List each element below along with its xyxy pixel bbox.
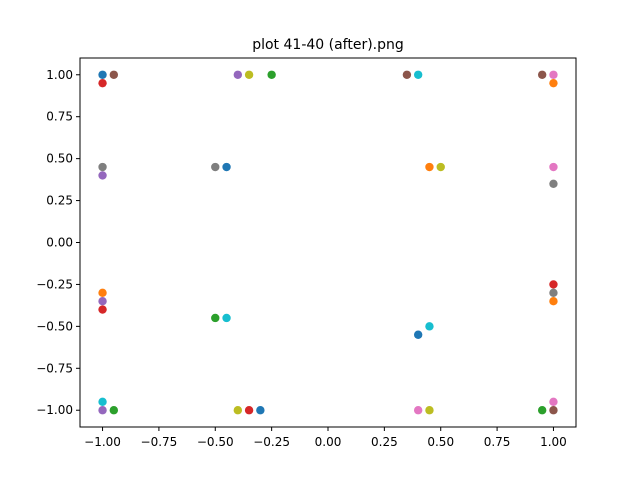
scatter-point (549, 70, 558, 79)
scatter-point (425, 162, 434, 172)
scatter-point (256, 406, 265, 415)
scatter-point (244, 406, 254, 415)
scatter-point (549, 280, 558, 289)
y-tick-label: 0.00 (46, 236, 73, 250)
scatter-point (413, 330, 423, 339)
scatter-point (98, 397, 107, 407)
scatter-point (98, 70, 107, 79)
y-tick-label: −1.00 (36, 403, 73, 417)
scatter-point (537, 406, 547, 415)
scatter-point (244, 70, 254, 79)
y-tick-label: 1.00 (46, 68, 73, 82)
x-tick-label: 0.50 (427, 435, 454, 449)
scatter-point (549, 406, 558, 415)
scatter-point (413, 406, 423, 415)
scatter-point (549, 162, 558, 172)
scatter-point (402, 70, 412, 79)
scatter-point (109, 406, 119, 415)
x-tick-label: 0.25 (371, 435, 398, 449)
y-tick-label: −0.25 (36, 277, 73, 291)
x-axis-ticks: −1.00 −0.75 −0.50 −0.25 0.00 0.25 0.50 0.75 1.00 (84, 427, 567, 449)
scatter-point (233, 70, 243, 79)
scatter-point (436, 162, 445, 172)
x-tick-label: −1.00 (84, 435, 121, 449)
scatter-point (549, 297, 558, 306)
scatter-point (233, 406, 243, 415)
scatter-point (537, 70, 547, 79)
scatter-point (413, 70, 423, 79)
plot-area-frame (79, 57, 577, 428)
y-tick-label: −0.50 (36, 319, 73, 333)
y-tick-label: 0.25 (46, 194, 73, 208)
scatter-point (549, 397, 558, 407)
y-tick-label: 0.75 (46, 110, 73, 124)
scatter-point (267, 70, 276, 79)
scatter-point (211, 162, 220, 172)
scatter-point (98, 162, 107, 172)
x-tick-label: 0.75 (484, 435, 511, 449)
chart-title: plot 41-40 (after).png (252, 37, 404, 53)
x-tick-label: −0.75 (141, 435, 178, 449)
scatter-point (98, 288, 107, 298)
x-tick-label: 1.00 (540, 435, 567, 449)
scatter-point (222, 162, 231, 172)
y-tick-label: −0.75 (36, 361, 73, 375)
scatter-point (98, 297, 107, 306)
x-tick-label: −0.25 (253, 435, 290, 449)
x-tick-label: −0.50 (197, 435, 234, 449)
scatter-point (98, 78, 107, 88)
scatter-point (109, 70, 119, 79)
scatter-point (425, 322, 434, 331)
scatter-point (222, 313, 231, 323)
x-tick-label: 0.00 (315, 435, 342, 449)
scatter-point (425, 406, 434, 415)
scatter-point (549, 78, 558, 88)
scatter-point (211, 313, 220, 323)
y-axis-ticks: 1.00 0.75 0.50 0.25 0.00 −0.25 −0.50 −0.75 −1.00 (36, 68, 80, 417)
scatter-point (98, 406, 107, 415)
points-layer (98, 70, 558, 415)
scatter-point (549, 179, 558, 188)
scatter-point (98, 171, 107, 180)
scatter-point (98, 305, 107, 314)
scatter-point (549, 288, 558, 298)
y-tick-label: 0.50 (46, 152, 73, 166)
